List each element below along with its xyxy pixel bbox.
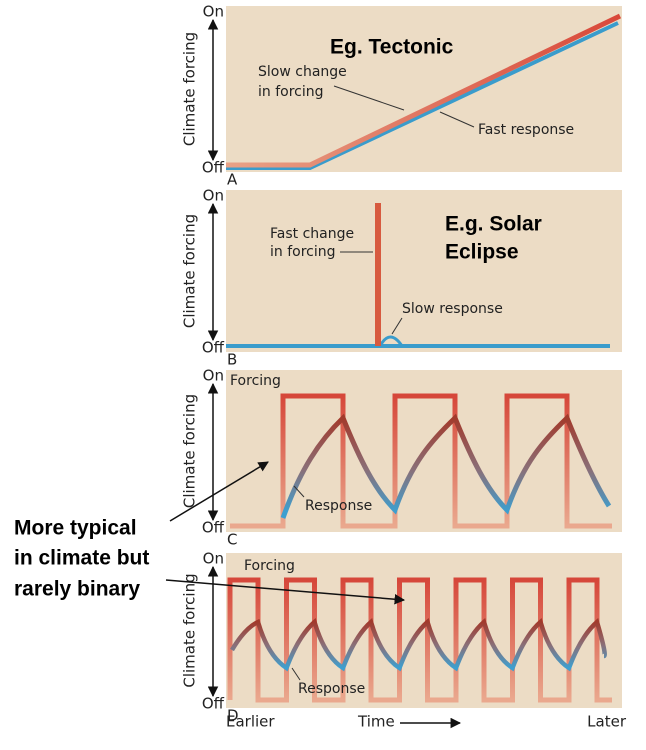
response-label: Fast response [478,122,574,138]
panel-letter: D [227,707,239,725]
axis-label: Climate forcing [181,573,199,687]
time-start: Earlier [226,713,275,731]
panel-a-curves [226,13,622,170]
annotation: More typical [14,517,137,540]
response-label: Response [305,498,372,514]
panel-letter: B [227,351,237,369]
annotation-arrow [169,461,269,522]
panel-heading: Eclipse [445,241,519,264]
time-label: Time [357,713,395,731]
axis-label: Climate forcing [181,214,199,328]
time-end: Later [587,713,627,731]
panel-background [226,6,622,172]
axis-on: On [203,367,224,385]
leader-line [333,85,405,111]
response-label: Slow response [402,301,503,317]
leader-line [391,317,403,335]
forcing-line [226,13,622,168]
panel-heading: Eg. Tectonic [330,36,454,59]
forcing-line [230,393,612,529]
axis-on: On [203,3,224,21]
axis-off: Off [202,519,225,537]
axis-off: Off [202,159,225,177]
forcing-label: Slow change [258,64,347,80]
axis-label: Climate forcing [181,32,199,146]
response-label: Response [298,681,365,697]
leader-line [293,485,305,498]
axis-off: Off [202,695,225,713]
forcing-line [227,577,612,703]
axis-on: On [203,550,224,568]
forcing-label: Forcing [230,373,281,389]
forcing-label: in forcing [258,84,324,100]
response-line [280,413,612,519]
axis-on: On [203,187,224,205]
leader-line [439,111,475,128]
panel-letter: A [227,171,238,189]
forcing-label: Fast change [270,226,354,242]
panel-background [226,190,622,352]
annotation-arrow [165,579,406,605]
panel-heading: E.g. Solar [445,213,542,236]
forcing-spike [375,203,381,346]
panel-d-curves [227,577,612,703]
axis-off: Off [202,339,225,357]
panel-c-curves [230,393,612,529]
panel-b-curves [226,203,610,348]
panel-letter: C [227,531,237,549]
response-line [226,21,619,170]
response-line [230,617,607,672]
annotation: rarely binary [14,578,140,601]
leader-line [291,667,301,681]
annotation: in climate but [14,547,149,570]
response-bump [378,335,404,347]
forcing-label: in forcing [270,244,336,260]
axis-label: Climate forcing [181,394,199,508]
forcing-label: Forcing [244,558,295,574]
